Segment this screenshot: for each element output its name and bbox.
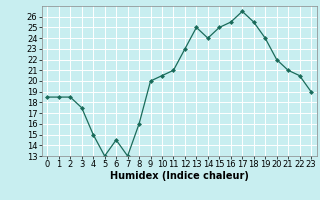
X-axis label: Humidex (Indice chaleur): Humidex (Indice chaleur) (110, 171, 249, 181)
